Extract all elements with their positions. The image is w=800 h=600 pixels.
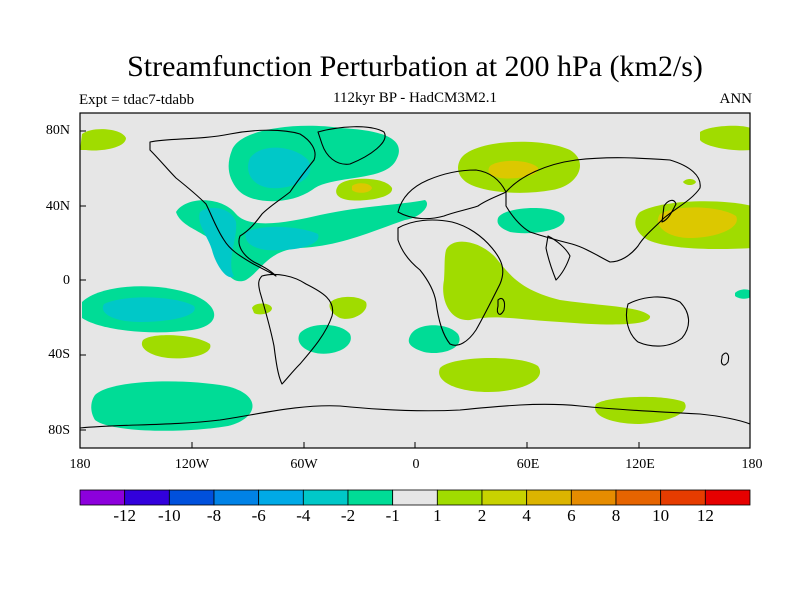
- colorbar-box: [79, 489, 126, 506]
- negative-anomaly-cores: [102, 147, 319, 322]
- pos-core-north-pacific: [657, 207, 737, 238]
- coast-madagascar: [496, 297, 506, 315]
- coast-north-america: [149, 129, 316, 277]
- colorbar-box: [526, 489, 572, 506]
- colorbar-label: -10: [157, 506, 181, 525]
- colorbar-label: 12: [696, 506, 714, 525]
- neg-region-east-pacific: [735, 289, 750, 299]
- colorbar-box: [570, 489, 617, 506]
- colorbar-box: [347, 489, 394, 506]
- pos-core-north-atlantic: [352, 183, 372, 193]
- colorbar-label: 2: [477, 506, 487, 525]
- chart-title: Streamfunction Perturbation at 200 hPa (…: [127, 50, 703, 83]
- pos-region-small-atlantic: [329, 296, 367, 319]
- neg-region-south-atlantic: [298, 324, 351, 354]
- lon-tick-120e: 120E: [625, 457, 655, 472]
- colorbar-box: [392, 489, 438, 506]
- pos-region-south-atlantic: [141, 335, 211, 359]
- pos-region-small-pacific: [252, 303, 272, 315]
- colorbar-box: [660, 489, 706, 506]
- colorbar-label: -6: [251, 506, 266, 525]
- colorbar-box: [124, 489, 170, 506]
- lat-tick-80s: 80S: [48, 423, 70, 438]
- colorbar-box: [168, 489, 215, 506]
- lon-tick-180e: 180: [741, 457, 763, 472]
- coast-antarctica: [80, 403, 750, 429]
- colorbar-box: [258, 489, 304, 506]
- colorbar-box: [481, 489, 528, 506]
- pos-region-siberia-spot: [683, 179, 696, 185]
- colorbar-label: 10: [652, 506, 670, 525]
- coast-india: [545, 235, 571, 281]
- coast-africa: [397, 219, 504, 346]
- coast-greenland: [317, 126, 386, 165]
- coast-australia: [625, 296, 690, 347]
- pos-region-southern-indian: [439, 357, 541, 392]
- colorbar-label: 4: [522, 506, 531, 525]
- lat-tick-0: 0: [63, 273, 70, 288]
- axis-ticks: [79, 130, 751, 448]
- colorbar-box: [615, 489, 662, 506]
- pos-region-africa-indian-ocean: [443, 241, 651, 325]
- neg-region-south-africa-west: [408, 325, 460, 354]
- lon-tick-0: 0: [412, 457, 420, 472]
- colorbar-label: 6: [567, 506, 576, 525]
- colorbar-label: -4: [296, 506, 311, 525]
- coast-new-zealand: [720, 352, 730, 366]
- colorbar-label: 8: [611, 506, 621, 525]
- colorbar-box: [704, 489, 751, 506]
- coast-japan: [661, 199, 677, 223]
- colorbar-box: [436, 489, 483, 506]
- lat-tick-40s: 40S: [48, 347, 70, 362]
- neg-core-south-pacific: [102, 297, 195, 322]
- lon-tick-60e: 60E: [516, 457, 540, 472]
- season-label: ANN: [719, 91, 753, 107]
- neg-core-caribbean: [245, 226, 319, 251]
- colorbar-label: -8: [206, 506, 222, 525]
- pos-region-arctic-west: [80, 129, 126, 151]
- coastlines: [80, 126, 750, 429]
- pos-core-siberia: [488, 160, 539, 179]
- colorbar-label: -12: [113, 506, 136, 525]
- neg-region-arabia: [497, 207, 565, 234]
- colorbar-label: -1: [385, 506, 400, 525]
- map-plot-area: [80, 113, 750, 448]
- lat-tick-40n: 40N: [45, 199, 70, 214]
- experiment-label: Expt = tdac7-tdabb: [79, 92, 195, 108]
- neg-region-southern-ocean: [91, 381, 253, 431]
- neg-core-north-america-west: [199, 207, 237, 278]
- lat-tick-80n: 80N: [45, 123, 70, 138]
- chart-subtitle: 112kyr BP - HadCM3M2.1: [333, 90, 497, 106]
- positive-anomaly-cores: [352, 160, 737, 238]
- colorbar-label: -2: [340, 506, 356, 525]
- colorbar-box: [213, 489, 260, 506]
- coast-south-america: [258, 273, 334, 385]
- lon-tick-180w: 180: [69, 457, 91, 472]
- colorbar: [79, 489, 751, 506]
- colorbar-box: [302, 489, 349, 506]
- lon-tick-60w: 60W: [290, 457, 318, 472]
- colorbar-label: 1: [433, 506, 442, 525]
- neg-core-canada: [248, 147, 311, 189]
- pos-region-arctic-east: [700, 125, 750, 151]
- lon-tick-120w: 120W: [174, 457, 210, 472]
